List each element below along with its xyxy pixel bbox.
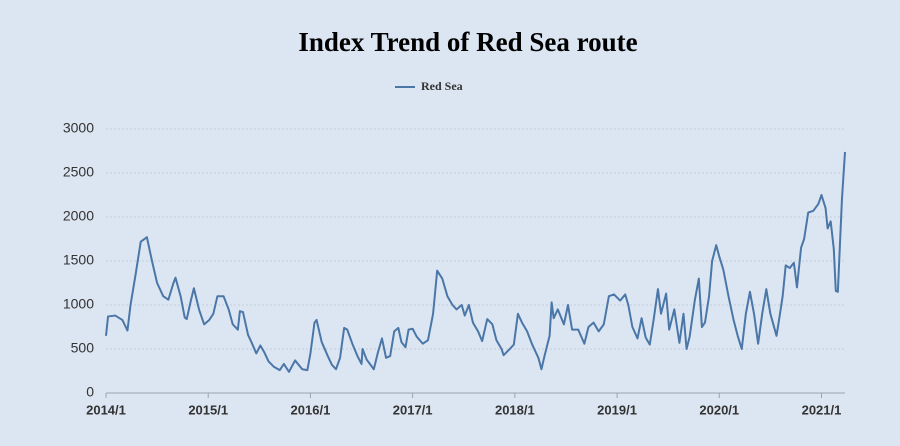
x-tick-label: 2018/1 [495,402,535,417]
data-line [105,151,846,373]
legend-label: Red Sea [421,79,463,93]
x-tick-label: 2014/1 [86,402,126,417]
x-tick-label: 2016/1 [291,402,331,417]
y-tick-label: 2000 [63,208,94,224]
chart-title: Index Trend of Red Sea route [298,27,637,57]
y-tick-label: 1500 [63,252,94,268]
y-tick-label: 3000 [63,120,94,136]
y-tick-label: 0 [86,384,94,400]
x-tick-label: 2020/1 [699,402,739,417]
x-tick-label: 2021/1 [802,402,842,417]
y-tick-label: 500 [71,340,95,356]
x-tick-label: 2015/1 [188,402,228,417]
x-tick-label: 2017/1 [393,402,433,417]
y-tick-label: 1000 [63,296,94,312]
x-tick-label: 2019/1 [597,402,637,417]
y-tick-label: 2500 [63,164,94,180]
